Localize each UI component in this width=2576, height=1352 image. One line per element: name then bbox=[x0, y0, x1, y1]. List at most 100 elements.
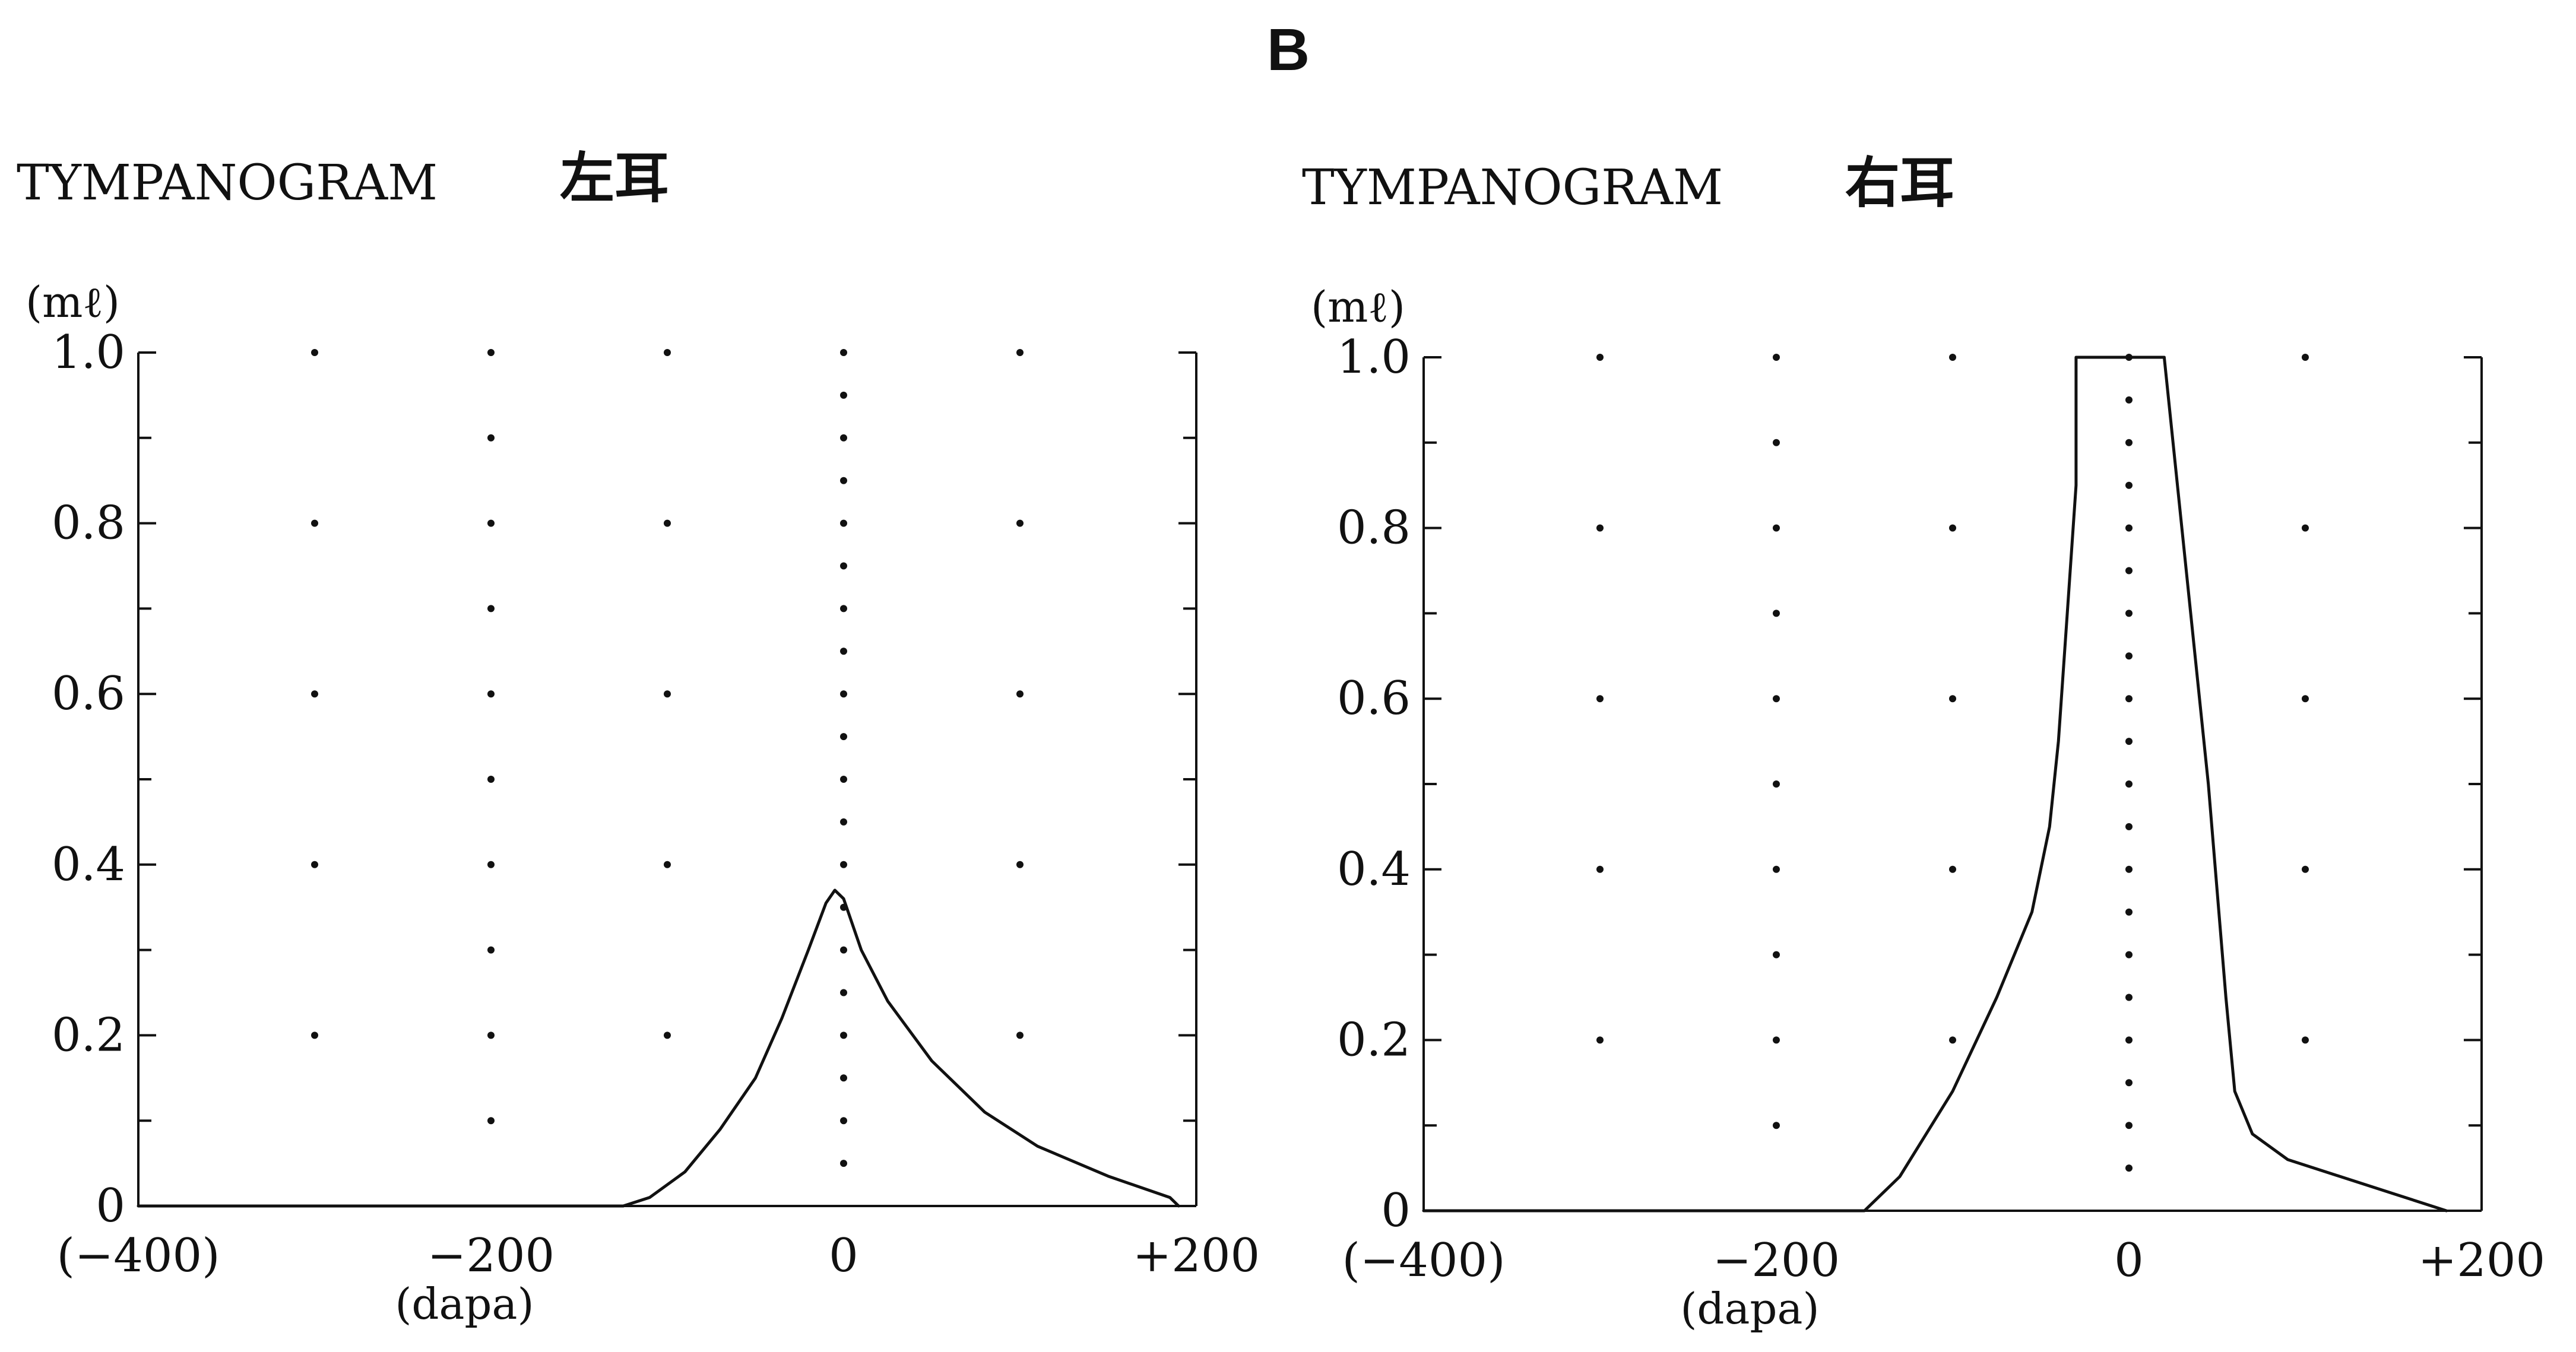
chart-right-ear: TYMPANOGRAM 右耳 (mℓ) 0 0.2 0.4 0.6 0.8 1.0 (−400) −… bbox=[1302, 153, 2545, 1334]
grid-dot bbox=[311, 349, 318, 356]
grid-dot bbox=[840, 776, 847, 783]
y-tick-label: 0.6 bbox=[1337, 672, 1411, 725]
x-tick-label: +200 bbox=[1133, 1229, 1260, 1283]
grid-dot bbox=[2302, 865, 2309, 873]
grid-dot bbox=[1949, 1036, 1956, 1044]
grid-dot bbox=[2125, 1164, 2133, 1172]
y-tick-label: 0.4 bbox=[52, 838, 125, 891]
grid-dot bbox=[487, 1117, 495, 1125]
grid-dot bbox=[2125, 1036, 2133, 1044]
grid-dot bbox=[840, 1032, 847, 1039]
grid-dot bbox=[1773, 951, 1780, 959]
ear-label: 左耳 bbox=[560, 148, 669, 209]
y-tick-label: 0.8 bbox=[1337, 502, 1411, 555]
tympanogram-curve bbox=[1422, 356, 2448, 1213]
grid-dot bbox=[487, 776, 495, 783]
grid-dot bbox=[840, 861, 847, 868]
y-tick-label: 0.8 bbox=[52, 497, 125, 550]
grid-dot bbox=[1016, 690, 1024, 698]
grid-dot bbox=[2302, 354, 2309, 361]
y-tick-label: 0 bbox=[96, 1179, 125, 1233]
grid-dot bbox=[1949, 695, 1956, 703]
grid-dot bbox=[1773, 610, 1780, 617]
grid-dot bbox=[840, 989, 847, 996]
grid-dot bbox=[2125, 951, 2133, 959]
x-tick-label: 0 bbox=[829, 1229, 858, 1283]
grid-dot bbox=[2125, 780, 2133, 788]
grid-dot bbox=[311, 519, 318, 527]
y-unit-label: (mℓ) bbox=[26, 277, 120, 327]
grid-dot bbox=[840, 477, 847, 484]
grid-dot bbox=[1773, 1122, 1780, 1129]
figure-label: B bbox=[1267, 17, 1310, 83]
x-tick-label: −200 bbox=[427, 1229, 555, 1283]
x-tick-label: 0 bbox=[2114, 1234, 2144, 1287]
grid-dot bbox=[2125, 567, 2133, 575]
grid-dot bbox=[2302, 1036, 2309, 1044]
y-unit-label: (mℓ) bbox=[1311, 282, 1405, 332]
grid-dot bbox=[1773, 1036, 1780, 1044]
grid-dot bbox=[2125, 738, 2133, 745]
chart-left-ear: TYMPANOGRAM 左耳 (mℓ) 0 0.2 0.4 0.6 0.8 1.0 (−400) −… bbox=[17, 148, 1260, 1329]
grid-dot bbox=[2125, 908, 2133, 916]
grid-dot bbox=[2125, 439, 2133, 446]
grid-dot bbox=[840, 648, 847, 655]
tympanogram-curve bbox=[137, 888, 1180, 1208]
x-axis-label: (dapa) bbox=[1680, 1284, 1819, 1334]
grid-dot bbox=[1773, 354, 1780, 361]
grid-dot bbox=[1773, 780, 1780, 788]
grid-dot bbox=[487, 861, 495, 868]
ear-label: 右耳 bbox=[1845, 153, 1954, 214]
grid-dot bbox=[664, 1032, 671, 1039]
grid-dot bbox=[2125, 610, 2133, 617]
grid-dot bbox=[1596, 695, 1604, 703]
grid-dot bbox=[1949, 865, 1956, 873]
grid-dot bbox=[311, 690, 318, 698]
x-tick-label: −200 bbox=[1713, 1234, 1840, 1287]
grid-dot bbox=[664, 519, 671, 527]
grid-dot bbox=[1596, 865, 1604, 873]
x-axis-label: (dapa) bbox=[395, 1279, 534, 1329]
grid-dot bbox=[487, 434, 495, 442]
x-tick-label: (−400) bbox=[1342, 1234, 1505, 1287]
x-tick-label: (−400) bbox=[56, 1229, 220, 1283]
grid-dot bbox=[840, 349, 847, 356]
grid-dot bbox=[487, 690, 495, 698]
grid-dot bbox=[1773, 524, 1780, 532]
y-tick-label: 1.0 bbox=[1337, 331, 1411, 384]
grid-dot bbox=[840, 391, 847, 399]
grid-dot bbox=[487, 605, 495, 612]
grid-dot bbox=[1016, 1032, 1024, 1039]
grid-dot bbox=[840, 946, 847, 954]
chart-title: TYMPANOGRAM bbox=[1302, 160, 1723, 216]
grid-dot bbox=[664, 861, 671, 868]
x-tick-label: +200 bbox=[2418, 1234, 2545, 1287]
grid-dot bbox=[664, 349, 671, 356]
grid-dot bbox=[840, 690, 847, 698]
y-tick-label: 0.2 bbox=[1337, 1013, 1411, 1067]
y-tick-label: 0.4 bbox=[1337, 843, 1411, 896]
grid-dot bbox=[2302, 695, 2309, 703]
grid-dot bbox=[487, 349, 495, 356]
grid-dot bbox=[840, 434, 847, 442]
grid-dot bbox=[840, 818, 847, 826]
grid-dot bbox=[1773, 439, 1780, 446]
grid-dot bbox=[2302, 524, 2309, 532]
y-tick-label: 1.0 bbox=[52, 326, 125, 379]
grid-dot bbox=[1596, 1036, 1604, 1044]
grid-dot bbox=[311, 1032, 318, 1039]
grid-dot bbox=[1949, 524, 1956, 532]
grid-dot bbox=[1016, 349, 1024, 356]
grid-dot bbox=[2125, 994, 2133, 1001]
grid-dot bbox=[2125, 481, 2133, 489]
grid-dot bbox=[2125, 695, 2133, 703]
grid-dot bbox=[1596, 524, 1604, 532]
y-tick-label: 0.6 bbox=[52, 667, 125, 721]
grid-dot bbox=[2125, 823, 2133, 830]
grid-dot bbox=[1016, 861, 1024, 868]
grid-dot bbox=[311, 861, 318, 868]
grid-dot bbox=[840, 1074, 847, 1082]
grid-dot bbox=[2125, 524, 2133, 532]
grid-dot bbox=[1949, 354, 1956, 361]
